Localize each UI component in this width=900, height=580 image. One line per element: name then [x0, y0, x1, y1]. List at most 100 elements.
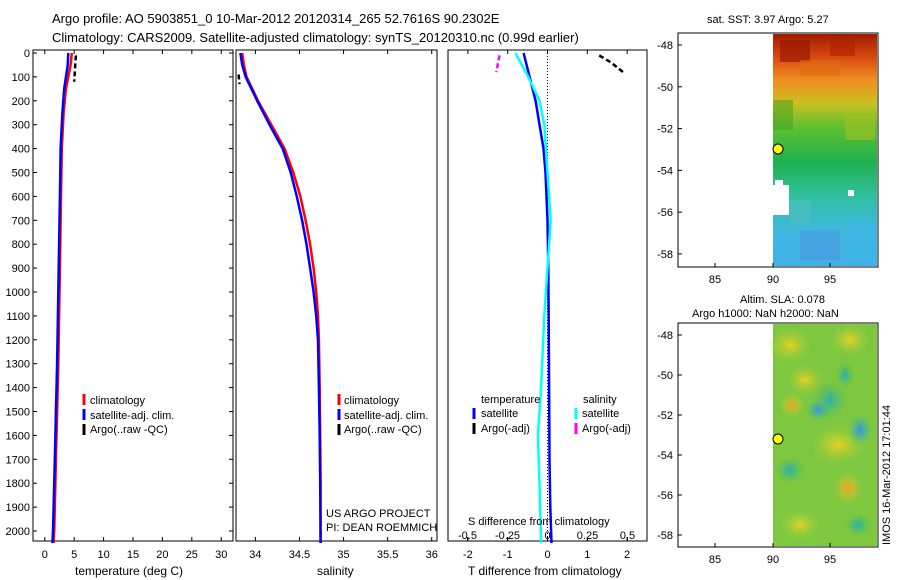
lon-tick-label: 85: [709, 274, 721, 286]
lat-tick-label: -56: [657, 207, 673, 219]
depth-tick-label: 1700: [6, 454, 30, 466]
sla-map-title-2: Argo h1000: NaN h2000: NaN: [692, 308, 839, 320]
depth-tick-label: 1100: [6, 311, 30, 323]
legend-label-argo: Argo(..raw -QC): [344, 424, 422, 436]
depth-tick-label: 1800: [6, 478, 30, 490]
x-tick-label: -2: [463, 549, 473, 561]
argo-float-marker: [772, 433, 784, 445]
depth-tick-label: 1900: [6, 502, 30, 514]
x-tick-label: -1: [503, 549, 513, 561]
sst-map-title: sat. SST: 3.97 Argo: 5.27: [707, 14, 829, 26]
legend-title-temperature: temperature: [481, 394, 540, 406]
depth-tick-label: 400: [12, 144, 30, 156]
depth-tick-label: 300: [12, 120, 30, 132]
temperature-xlabel: temperature (deg C): [75, 564, 183, 578]
salinity-axes: [235, 49, 438, 542]
x-tick-label: 34.5: [289, 549, 310, 561]
depth-tick-label: 900: [12, 263, 30, 275]
x-tick-label: 5: [71, 549, 77, 561]
lat-tick-label: -58: [657, 249, 673, 261]
sla-heatmap: [768, 324, 877, 546]
lat-tick-label: -54: [657, 165, 673, 177]
legend-label-argo: Argo(..raw -QC): [90, 424, 168, 436]
s-tick-label: -0.5: [458, 530, 477, 542]
x-tick-label: 2: [624, 549, 630, 561]
lat-tick-label: -52: [657, 410, 673, 422]
legend-label-climatology: climatology: [344, 395, 400, 407]
depth-tick-label: 800: [12, 239, 30, 251]
x-tick-label: 15: [127, 549, 139, 561]
x-tick-label: 1: [584, 549, 590, 561]
lat-tick-label: -58: [657, 530, 673, 542]
depth-tick-label: 1200: [6, 335, 30, 347]
lon-tick-label: 85: [709, 554, 721, 566]
temperature-x-axis: 0 5 10 15 20 25 30: [42, 50, 227, 561]
series-salinity-satellite: [514, 52, 552, 544]
argo-float-marker: [772, 143, 784, 155]
depth-tick-label: 700: [12, 215, 30, 227]
s-tick-label: -0.25: [495, 530, 520, 542]
t-difference-xlabel: T difference from climatology: [468, 564, 622, 578]
pi-label: PI: DEAN ROEMMICH: [326, 522, 437, 534]
title-line-2: Climatology: CARS2009. Satellite-adjuste…: [52, 30, 579, 45]
sla-map-panel: Altim. SLA: 0.078 Argo h1000: NaN h2000:…: [657, 294, 879, 566]
lon-tick-label: 90: [767, 274, 779, 286]
lat-tick-label: -54: [657, 450, 673, 462]
sst-map-ticks: -48 -50 -52 -54 -56 -58 85 90 95: [657, 40, 836, 286]
legend-label-s-satellite: satellite: [582, 408, 619, 420]
lat-tick-label: -48: [657, 330, 673, 342]
sst-heatmap: [773, 34, 877, 266]
imos-timestamp: IMOS 16-Mar-2012 17:01:44: [881, 405, 893, 545]
s-tick-label: 0.5: [620, 530, 635, 542]
series-salinity-argo-adj-: [495, 55, 501, 73]
legend-label-climatology: climatology: [90, 395, 146, 407]
depth-tick-label: 1600: [6, 430, 30, 442]
x-tick-label: 10: [97, 549, 109, 561]
depth-tick-label: 100: [12, 72, 30, 84]
salinity-x-axis: 34 34.5 35 35.5 36: [249, 50, 438, 561]
legend-title-salinity: salinity: [583, 394, 617, 406]
depth-tick-label: 1300: [6, 359, 30, 371]
legend-label-t-argo: Argo(-adj): [481, 423, 530, 435]
salinity-xlabel: salinity: [317, 564, 354, 578]
legend-label-satellite: satellite-adj. clim.: [90, 410, 174, 422]
lat-tick-label: -50: [657, 82, 673, 94]
x-tick-label: 30: [215, 549, 227, 561]
sla-map-ticks: -48 -50 -52 -54 -56 -58 85 90 95: [657, 330, 836, 566]
difference-legend: temperature salinity satellite Argo(-adj…: [472, 394, 631, 435]
temperature-axes: [32, 49, 234, 542]
salinity-legend: climatology satellite-adj. clim. Argo(..…: [337, 394, 428, 436]
temperature-panel: 0100200300400500600700800900100011001200…: [6, 48, 647, 578]
x-tick-label: 36: [426, 549, 438, 561]
sla-map-title-1: Altim. SLA: 0.078: [740, 294, 825, 306]
salinity-panel: 34 34.5 35 35.5 36 salinity climatology sate…: [235, 49, 438, 578]
legend-label-s-argo: Argo(-adj): [582, 423, 631, 435]
lat-tick-label: -52: [657, 124, 673, 136]
series-argo-raw-qc-: [72, 55, 78, 82]
temperature-legend: climatology satellite-adj. clim. Argo(..…: [82, 394, 174, 436]
x-tick-label: 35: [337, 549, 349, 561]
x-tick-label: 34: [249, 549, 261, 561]
project-label: US ARGO PROJECT: [326, 508, 431, 520]
lat-tick-label: -56: [657, 490, 673, 502]
depth-tick-label: 500: [12, 168, 30, 180]
lat-tick-label: -48: [657, 40, 673, 52]
depth-tick-label: 200: [12, 96, 30, 108]
s-tick-label: 0.25: [577, 530, 598, 542]
depth-tick-label: 1000: [6, 287, 30, 299]
legend-label-t-satellite: satellite: [481, 408, 518, 420]
x-tick-label: 0: [42, 549, 48, 561]
series-satellite-adj-clim-: [51, 52, 70, 544]
s-difference-label: S difference from climatology: [468, 516, 610, 528]
depth-tick-label: 2000: [6, 526, 30, 538]
x-tick-label: 35.5: [377, 549, 398, 561]
lon-tick-label: 95: [824, 554, 836, 566]
depth-tick-label: 1500: [6, 407, 30, 419]
series-temperature-argo-adj-: [598, 54, 624, 74]
lon-tick-label: 95: [824, 274, 836, 286]
x-tick-label: 20: [156, 549, 168, 561]
depth-tick-label: 0: [24, 48, 30, 60]
